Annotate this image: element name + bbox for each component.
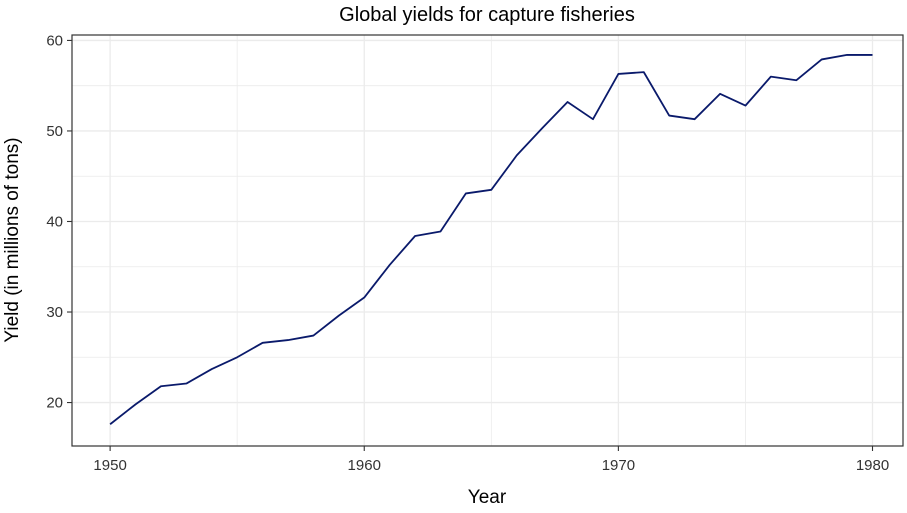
data-point: [693, 118, 695, 120]
data-point: [490, 189, 492, 191]
x-tick-label: 1960: [348, 457, 381, 474]
data-point: [617, 73, 619, 75]
data-point: [516, 154, 518, 156]
data-point: [566, 101, 568, 103]
data-point: [846, 54, 848, 56]
data-point: [465, 192, 467, 194]
y-tick-label: 20: [46, 395, 63, 412]
x-tick-label: 1950: [93, 457, 126, 474]
grid-layer: [72, 35, 903, 446]
plot-border: [71, 34, 904, 447]
plot-panel: [72, 35, 903, 446]
x-tick-label: 1980: [856, 457, 889, 474]
x-tick-label: 1970: [602, 457, 635, 474]
data-point: [185, 382, 187, 384]
axis-layer: 1950 1960 1970 1980 20 30 40 50 60: [46, 32, 904, 474]
data-point: [668, 114, 670, 116]
data-point: [287, 339, 289, 341]
data-point: [211, 368, 213, 370]
data-point: [338, 314, 340, 316]
data-point: [236, 356, 238, 358]
data-point: [363, 296, 365, 298]
y-tick-label: 50: [46, 123, 63, 140]
data-point: [414, 235, 416, 237]
y-tick-label: 60: [46, 32, 63, 49]
y-tick-label: 30: [46, 304, 63, 321]
data-point: [592, 118, 594, 120]
data-point: [744, 104, 746, 106]
x-axis-label: Year: [468, 487, 507, 508]
data-point: [312, 334, 314, 336]
y-axis-label: Yield (in millions of tons): [2, 137, 23, 342]
data-point: [820, 58, 822, 60]
data-point: [439, 230, 441, 232]
data-point: [109, 423, 111, 425]
data-point: [871, 54, 873, 56]
data-point: [261, 342, 263, 344]
data-point: [719, 93, 721, 95]
data-point: [134, 403, 136, 405]
series-layer: [109, 54, 873, 425]
chart-title: Global yields for capture fisheries: [339, 4, 635, 26]
data-point: [541, 127, 543, 129]
data-point: [770, 75, 772, 77]
y-tick-label: 40: [46, 213, 63, 230]
series-line: [109, 54, 873, 425]
data-point: [795, 79, 797, 81]
data-point: [160, 385, 162, 387]
data-point: [388, 264, 390, 266]
data-point: [643, 71, 645, 73]
